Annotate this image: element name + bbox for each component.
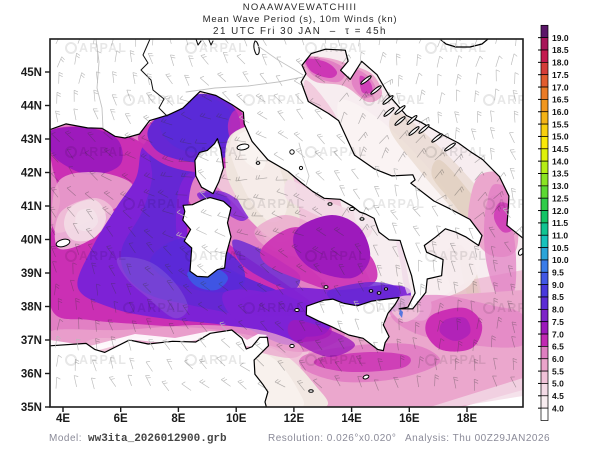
svg-text:4.0: 4.0 <box>552 403 564 413</box>
svg-text:ARPAL: ARPAL <box>377 301 425 315</box>
svg-text:8.0: 8.0 <box>552 305 564 315</box>
svg-text:16.5: 16.5 <box>552 95 569 105</box>
svg-text:15.5: 15.5 <box>552 119 569 129</box>
svg-text:NOAAWAVEWATCHIII: NOAAWAVEWATCHIII <box>243 2 357 13</box>
svg-text:13.5: 13.5 <box>552 169 569 179</box>
svg-text:11.5: 11.5 <box>552 218 568 228</box>
svg-text:12.0: 12.0 <box>552 206 569 216</box>
svg-text:ARPAL: ARPAL <box>199 249 247 263</box>
svg-text:8.5: 8.5 <box>552 292 564 302</box>
svg-text:ARPAL: ARPAL <box>79 145 127 159</box>
svg-text:ARPAL: ARPAL <box>137 197 185 211</box>
svg-text:ARPAL: ARPAL <box>199 145 247 159</box>
svg-text:6E: 6E <box>114 413 128 425</box>
svg-text:ARPAL: ARPAL <box>79 249 127 263</box>
svg-text:21 UTC Fri 30 JAN – τ = 45h: 21 UTC Fri 30 JAN – τ = 45h <box>213 26 387 37</box>
svg-text:42N: 42N <box>21 168 42 180</box>
svg-text:ARPAL: ARPAL <box>497 301 545 315</box>
svg-text:ARPAL: ARPAL <box>137 93 185 107</box>
svg-text:ARPAL: ARPAL <box>257 301 305 315</box>
svg-text:38N: 38N <box>21 302 42 314</box>
svg-text:19.0: 19.0 <box>552 33 569 43</box>
svg-text:4E: 4E <box>56 413 70 425</box>
svg-text:Model:: Model: <box>49 433 82 444</box>
svg-text:44N: 44N <box>21 101 42 113</box>
svg-text:ARPAL: ARPAL <box>199 41 247 55</box>
svg-text:35N: 35N <box>21 402 42 414</box>
svg-text:15.0: 15.0 <box>552 132 569 142</box>
svg-text:10E: 10E <box>226 413 247 425</box>
svg-text:ARPAL: ARPAL <box>377 197 425 211</box>
svg-text:ARPAL: ARPAL <box>497 197 545 211</box>
svg-text:ARPAL: ARPAL <box>439 145 487 159</box>
svg-text:7.5: 7.5 <box>552 317 564 327</box>
svg-text:8E: 8E <box>171 413 185 425</box>
svg-text:40N: 40N <box>21 235 42 247</box>
svg-text:9.0: 9.0 <box>552 280 564 290</box>
svg-text:ARPAL: ARPAL <box>79 353 127 367</box>
svg-text:14.0: 14.0 <box>552 156 569 166</box>
svg-text:5.5: 5.5 <box>552 366 564 376</box>
svg-text:45N: 45N <box>21 67 42 79</box>
svg-text:Analysis: Thu 00Z29JAN2026: Analysis: Thu 00Z29JAN2026 <box>405 433 550 444</box>
svg-text:ARPAL: ARPAL <box>319 249 367 263</box>
svg-text:10.5: 10.5 <box>552 243 569 253</box>
svg-text:ARPAL: ARPAL <box>257 93 305 107</box>
svg-text:36N: 36N <box>21 369 42 381</box>
svg-text:ARPAL: ARPAL <box>439 353 487 367</box>
svg-text:18E: 18E <box>457 413 478 425</box>
svg-text:ARPAL: ARPAL <box>137 301 185 315</box>
svg-text:39N: 39N <box>21 268 42 280</box>
svg-text:12E: 12E <box>284 413 305 425</box>
svg-text:ARPAL: ARPAL <box>319 353 367 367</box>
svg-text:6.0: 6.0 <box>552 354 564 364</box>
svg-text:ARPAL: ARPAL <box>319 145 367 159</box>
svg-text:ARPAL: ARPAL <box>377 93 425 107</box>
svg-text:4.5: 4.5 <box>552 391 564 401</box>
svg-text:6.5: 6.5 <box>552 342 564 352</box>
svg-text:ARPAL: ARPAL <box>257 197 305 211</box>
svg-text:Mean Wave Period (s), 10m Wind: Mean Wave Period (s), 10m Winds (kn) <box>203 14 398 25</box>
svg-text:12.5: 12.5 <box>552 193 569 203</box>
svg-text:5.0: 5.0 <box>552 379 564 389</box>
svg-text:13.0: 13.0 <box>552 181 569 191</box>
svg-text:18.0: 18.0 <box>552 58 569 68</box>
svg-text:18.5: 18.5 <box>552 45 569 55</box>
svg-text:7.0: 7.0 <box>552 329 564 339</box>
svg-text:37N: 37N <box>21 335 42 347</box>
svg-text:10.0: 10.0 <box>552 255 569 265</box>
svg-text:16E: 16E <box>399 413 420 425</box>
svg-text:ARPAL: ARPAL <box>79 41 127 55</box>
svg-text:ARPAL: ARPAL <box>199 353 247 367</box>
svg-text:11.0: 11.0 <box>552 230 568 240</box>
svg-text:ARPAL: ARPAL <box>439 41 487 55</box>
svg-text:14E: 14E <box>341 413 362 425</box>
svg-text:ARPAL: ARPAL <box>439 249 487 263</box>
svg-text:ARPAL: ARPAL <box>497 93 545 107</box>
svg-text:ARPAL: ARPAL <box>319 41 367 55</box>
svg-text:41N: 41N <box>21 201 42 213</box>
svg-text:16.0: 16.0 <box>552 107 569 117</box>
svg-text:17.5: 17.5 <box>552 70 569 80</box>
svg-text:Resolution: 0.026°x0.020°: Resolution: 0.026°x0.020° <box>268 433 396 444</box>
svg-text:9.5: 9.5 <box>552 268 564 278</box>
svg-text:43N: 43N <box>21 134 42 146</box>
svg-text:17.0: 17.0 <box>552 82 569 92</box>
svg-text:ww3ita_2026012900.grb: ww3ita_2026012900.grb <box>88 433 227 445</box>
svg-text:14.5: 14.5 <box>552 144 569 154</box>
